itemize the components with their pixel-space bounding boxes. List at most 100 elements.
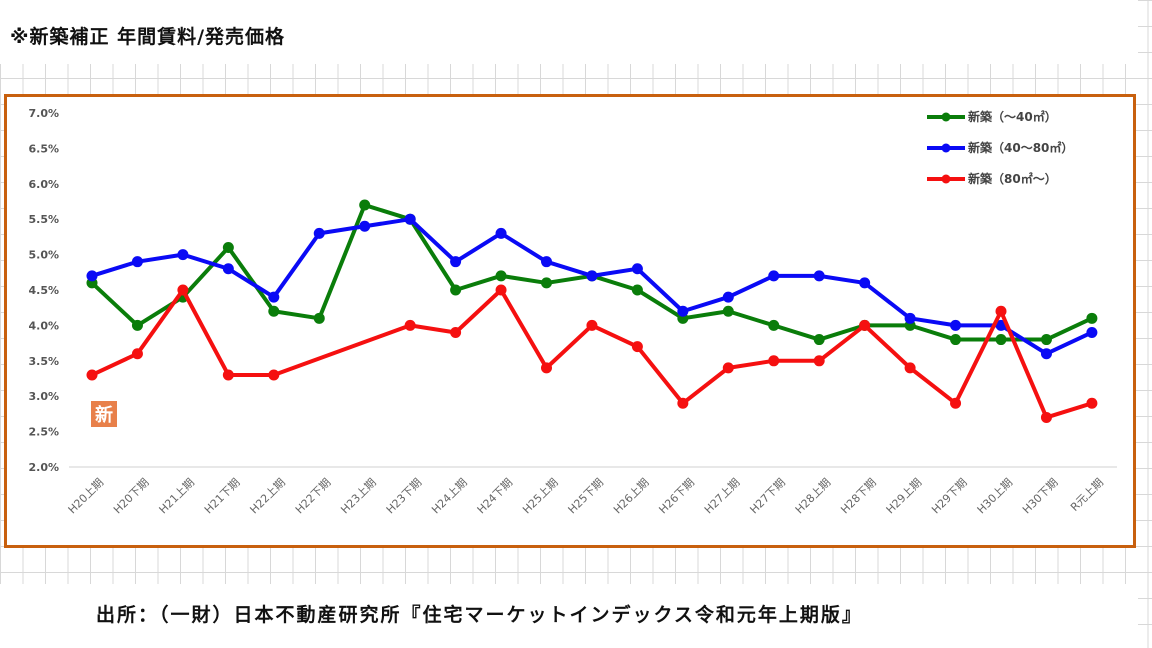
y-tick-label: 5.0%	[28, 249, 59, 262]
legend-marker	[941, 174, 951, 184]
x-tick-label: H28下期	[838, 476, 879, 517]
x-tick-label: H28上期	[793, 476, 834, 517]
data-point	[631, 341, 643, 353]
x-tick-label: H25上期	[520, 476, 561, 517]
data-point	[359, 220, 371, 232]
data-point	[268, 369, 280, 381]
y-tick-label: 5.5%	[28, 213, 59, 226]
x-tick-label: H25下期	[566, 476, 607, 517]
x-tick-label: H22上期	[247, 476, 288, 517]
data-point	[313, 312, 325, 324]
y-tick-label: 6.0%	[28, 178, 59, 191]
data-point	[222, 242, 234, 254]
x-tick-label: R元上期	[1068, 476, 1106, 514]
data-point	[859, 319, 871, 331]
series-line	[91, 288, 1093, 420]
data-point	[404, 213, 416, 225]
x-tick-label: H26下期	[656, 476, 697, 517]
data-point	[177, 249, 189, 261]
x-tick-label: H22下期	[293, 476, 334, 517]
y-tick-label: 2.5%	[28, 426, 59, 439]
data-point	[1086, 312, 1098, 324]
x-tick-label: H27下期	[747, 476, 788, 517]
data-point	[813, 355, 825, 367]
x-tick-label: H26上期	[611, 476, 652, 517]
data-point	[177, 284, 189, 296]
data-point	[131, 348, 143, 360]
x-tick-label: H30下期	[1020, 476, 1061, 517]
data-point	[541, 256, 552, 268]
badge-label: 新	[95, 404, 113, 426]
data-point	[995, 334, 1007, 346]
data-point	[86, 369, 98, 381]
data-point	[813, 334, 825, 346]
x-tick-label: H20下期	[111, 476, 152, 517]
x-tick-label: H24下期	[475, 476, 516, 517]
y-tick-label: 7.0%	[28, 107, 59, 120]
series-2	[86, 284, 1098, 423]
series-1	[86, 213, 1098, 360]
x-tick-label: H24上期	[429, 476, 470, 517]
y-tick-label: 3.5%	[28, 355, 59, 368]
x-tick-label: H23上期	[338, 476, 379, 517]
footer-row	[0, 584, 1138, 648]
data-point	[1040, 411, 1052, 423]
data-point	[950, 319, 962, 331]
data-point	[904, 362, 916, 374]
data-point	[586, 270, 598, 282]
chart-frame[interactable]: 7.0% 6.5% 6.0% 5.5% 5.0% 4.5% 4.0% 3.5% 3.0% 2.5%…	[4, 94, 1136, 548]
data-point	[359, 199, 371, 211]
data-point	[768, 270, 780, 282]
data-point	[268, 291, 280, 303]
x-tick-label: H29下期	[929, 476, 970, 517]
data-point	[768, 319, 780, 331]
y-tick-label: 6.5%	[28, 142, 59, 155]
data-point	[541, 362, 552, 374]
sheet-title: ※新築補正 年間賃料/発売価格	[10, 26, 286, 48]
y-tick-label: 4.5%	[28, 284, 59, 297]
data-point	[631, 263, 643, 275]
data-point	[722, 305, 734, 317]
data-point	[1086, 326, 1098, 338]
data-point	[813, 270, 825, 282]
x-tick-label: H20上期	[66, 476, 107, 517]
legend-label: 新築（80㎡～）	[968, 171, 1057, 186]
data-point	[131, 256, 143, 268]
data-point	[495, 284, 507, 296]
data-point	[404, 319, 416, 331]
title-row	[0, 0, 1138, 64]
source-note: 出所：（一財）日本不動産研究所『住宅マーケットインデックス令和元年上期版』	[96, 604, 863, 626]
legend-marker	[941, 143, 951, 153]
data-point	[904, 312, 916, 324]
data-point	[313, 227, 325, 239]
data-point	[450, 284, 462, 296]
data-point	[677, 305, 689, 317]
data-point	[450, 326, 462, 338]
data-point	[677, 397, 689, 409]
x-tick-label: H27上期	[702, 476, 743, 517]
data-point	[950, 397, 962, 409]
data-point	[631, 284, 643, 296]
data-point	[222, 369, 234, 381]
data-point	[950, 334, 962, 346]
new-badge-icon: 新	[91, 401, 117, 427]
data-point	[1040, 334, 1052, 346]
data-point	[1086, 397, 1098, 409]
data-point	[450, 256, 462, 268]
data-point	[768, 355, 780, 367]
line-chart: 7.0% 6.5% 6.0% 5.5% 5.0% 4.5% 4.0% 3.5% 3.0% 2.5%…	[28, 107, 1117, 517]
data-point	[131, 319, 143, 331]
data-point	[722, 362, 734, 374]
y-tick-label: 2.0%	[28, 461, 59, 474]
data-point	[1040, 348, 1052, 360]
x-tick-label: H29上期	[884, 476, 925, 517]
x-tick-label: H21上期	[157, 476, 198, 517]
data-point	[995, 305, 1007, 317]
legend-marker	[941, 112, 951, 122]
data-point	[495, 270, 507, 282]
y-tick-label: 3.0%	[28, 390, 59, 403]
data-point	[586, 319, 598, 331]
y-tick-label: 4.0%	[28, 319, 59, 332]
data-point	[222, 263, 234, 275]
data-point	[495, 227, 507, 239]
